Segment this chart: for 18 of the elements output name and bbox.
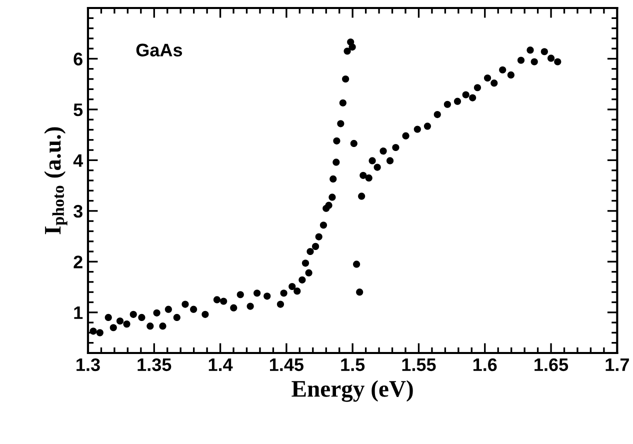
x-tick-label: 1.5: [341, 358, 365, 372]
x-axis-title: Energy (eV): [292, 380, 413, 402]
x-tick-label: 1.45: [270, 358, 304, 372]
y-tick-label: 6: [74, 52, 82, 66]
x-tick-label: 1.7: [606, 358, 629, 371]
annotation: GaAs: [136, 44, 182, 56]
y-axis-title: I$_{photo}$ (a.u.): [44, 127, 68, 234]
x-tick-label: 1.4: [208, 358, 233, 371]
y-tick-label: 3: [74, 204, 82, 218]
x-tick-label: 1.55: [402, 358, 436, 372]
x-tick-label: 1.6: [473, 358, 497, 372]
x-tick-label: 1.3: [76, 358, 100, 372]
y-tick-label: 5: [74, 104, 83, 116]
y-tick-label: 2: [74, 256, 82, 268]
y-tick-label: 4: [73, 154, 84, 167]
x-tick-label: 1.35: [138, 358, 172, 372]
x-tick-label: 1.65: [534, 358, 568, 372]
y-tick-label: 1: [74, 306, 83, 319]
